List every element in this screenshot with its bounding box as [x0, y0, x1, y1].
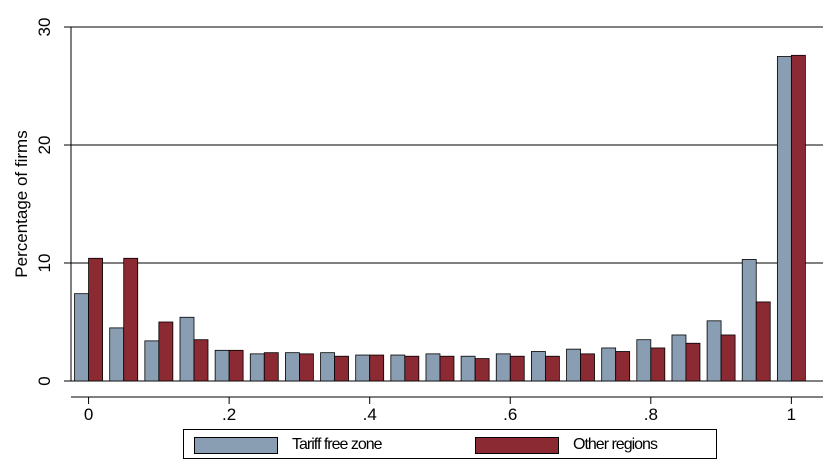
bar-other-regions-8 — [369, 354, 385, 382]
legend: Tariff free zone Other regions — [183, 429, 717, 459]
bar-tariff-free-zone-18 — [706, 320, 722, 382]
bar-tariff-free-zone-4 — [214, 349, 230, 382]
bar-other-regions-14 — [580, 353, 595, 382]
bar-tariff-free-zone-1 — [109, 327, 125, 382]
bar-tariff-free-zone-13 — [530, 351, 546, 382]
bar-tariff-free-zone-9 — [390, 354, 406, 382]
bar-other-regions-18 — [720, 334, 736, 382]
bar-other-regions-5 — [263, 352, 279, 382]
bar-other-regions-11 — [474, 358, 490, 382]
bar-other-regions-3 — [193, 339, 209, 382]
bar-other-regions-4 — [228, 349, 244, 382]
bar-other-regions-9 — [404, 355, 420, 382]
x-tick-label-4: .8 — [644, 405, 658, 424]
x-tick-label-0: 0 — [84, 405, 93, 424]
legend-label-tariff-free-zone: Tariff free zone — [292, 436, 383, 453]
bar-tariff-free-zone-2 — [144, 340, 160, 382]
bar-tariff-free-zone-10 — [425, 353, 441, 382]
legend-swatch-other-regions — [475, 436, 559, 454]
bar-other-regions-19 — [755, 301, 771, 382]
bar-tariff-free-zone-17 — [671, 334, 687, 382]
axes — [70, 27, 823, 398]
y-tick-label-3: 30 — [35, 18, 54, 37]
legend-entry-other-regions: Other regions — [475, 436, 658, 454]
bar-other-regions-13 — [544, 355, 560, 382]
bar-tariff-free-zone-5 — [249, 353, 265, 382]
bar-other-regions-16 — [650, 347, 666, 382]
legend-entry-tariff-free-zone: Tariff free zone — [194, 436, 383, 454]
x-tick-label-1: .2 — [222, 405, 236, 424]
legend-swatch-tariff-free-zone — [194, 436, 278, 454]
x-tick-label-3: .6 — [503, 405, 517, 424]
bar-tariff-free-zone-15 — [601, 347, 617, 382]
bar-other-regions-0 — [88, 257, 103, 382]
bar-tariff-free-zone-14 — [566, 348, 581, 382]
bar-tariff-free-zone-20 — [776, 56, 792, 382]
y-tick-label-1: 10 — [35, 254, 54, 273]
bar-other-regions-7 — [334, 355, 349, 382]
bar-tariff-free-zone-19 — [741, 259, 757, 382]
bar-other-regions-17 — [685, 342, 701, 382]
bar-other-regions-6 — [299, 353, 314, 382]
bar-tariff-free-zone-0 — [74, 293, 89, 382]
bar-other-regions-15 — [615, 351, 631, 382]
bar-tariff-free-zone-6 — [285, 352, 300, 382]
ticks: 0 10 20 30 0 .2 .4 .6 .8 1 — [35, 18, 796, 424]
bar-other-regions-10 — [439, 355, 455, 382]
bar-other-regions-1 — [123, 257, 139, 382]
x-tick-label-5: 1 — [787, 405, 796, 424]
y-tick-label-0: 0 — [35, 376, 54, 385]
y-axis-label: Percentage of firms — [12, 130, 31, 277]
y-tick-label-2: 20 — [35, 136, 54, 155]
bar-other-regions-2 — [158, 321, 174, 382]
bar-tariff-free-zone-8 — [355, 354, 371, 382]
x-tick-label-2: .4 — [363, 405, 377, 424]
legend-label-other-regions: Other regions — [573, 436, 658, 453]
bar-tariff-free-zone-16 — [636, 339, 652, 382]
bar-tariff-free-zone-3 — [179, 316, 195, 382]
bar-tariff-free-zone-11 — [460, 355, 476, 382]
bar-other-regions-12 — [509, 355, 525, 382]
bars — [74, 54, 806, 382]
bar-other-regions-20 — [790, 54, 806, 382]
bar-tariff-free-zone-12 — [495, 353, 511, 382]
bar-tariff-free-zone-7 — [320, 352, 335, 382]
